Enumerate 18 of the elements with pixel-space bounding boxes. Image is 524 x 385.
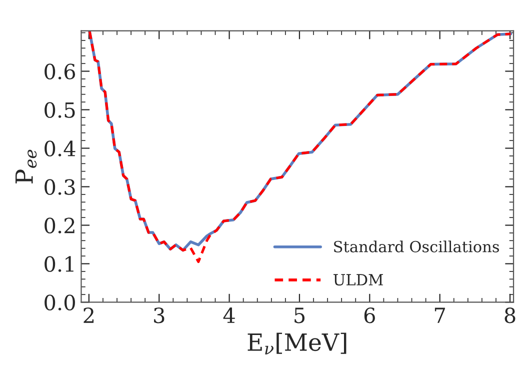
y-tick-label: 0.0 [44, 294, 75, 310]
y-tick-label: 0.4 [44, 140, 76, 156]
x-axis-title: E$_{ν}$[MeV] [248, 332, 346, 354]
x-tick-label: 3 [154, 307, 164, 324]
x-tick-label: 8 [504, 307, 516, 324]
x-tick-label: 4 [223, 307, 235, 323]
legend-label: ULDM [334, 274, 383, 286]
x-tick-label: 6 [364, 307, 375, 324]
x-tick-label: 5 [294, 308, 304, 324]
x-tick-label: 2 [84, 307, 94, 323]
y-tick-label: 0.3 [44, 179, 75, 195]
y-tick-label: 0.2 [44, 218, 74, 234]
y-tick-label: 0.5 [44, 102, 75, 118]
y-tick-label: 0.1 [44, 256, 74, 272]
y-axis-title: P$_{ee}$ [16, 150, 37, 184]
y-tick-label: 0.6 [44, 64, 76, 80]
x-tick-label: 7 [434, 308, 445, 323]
legend-label: Standard Oscillations [334, 240, 499, 252]
